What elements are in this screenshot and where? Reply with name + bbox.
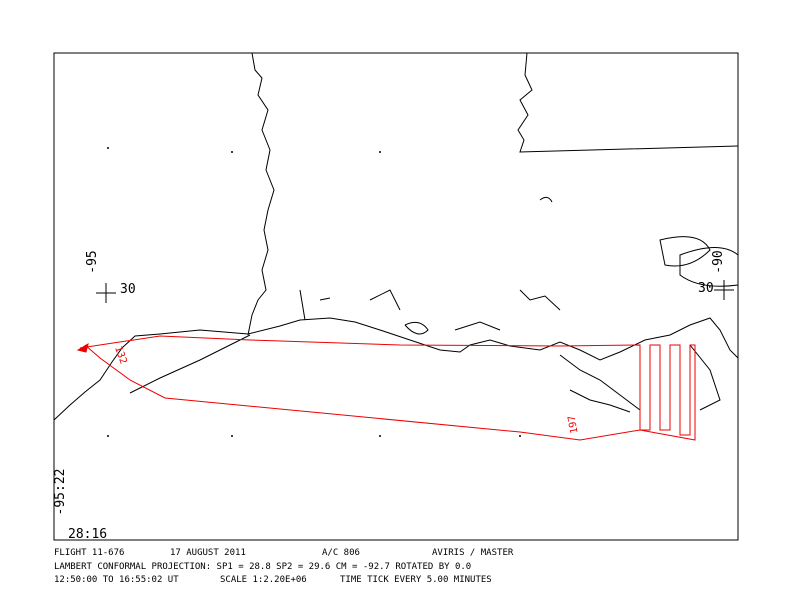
- barrier-island: [129, 334, 251, 394]
- graticule-crosses: [96, 280, 734, 303]
- state-border: [517, 52, 739, 153]
- gulf-coast: [53, 317, 739, 421]
- footer-text: TIME TICK EVERY 5.00 MINUTES: [340, 575, 492, 585]
- flight-track: [76, 335, 696, 441]
- footer-text: FLIGHT 11-676: [54, 548, 124, 558]
- footer-text: 17 AUGUST 2011: [170, 548, 246, 558]
- grid-label: -90: [711, 250, 726, 273]
- track-label: 132: [112, 345, 129, 366]
- start-marker: [76, 342, 89, 353]
- sabine-river: [247, 52, 275, 336]
- track-path: [79, 335, 696, 441]
- footer-text: 12:50:00 TO 16:55:02 UT: [54, 575, 179, 585]
- grid-label: 28:16: [68, 527, 107, 542]
- grid-label: 30: [120, 282, 136, 297]
- footer-text: LAMBERT CONFORMAL PROJECTION: SP1 = 28.8…: [54, 562, 471, 572]
- map-frame: [53, 52, 739, 541]
- graticule-dots: [107, 147, 521, 437]
- grid-label: -95:22: [53, 469, 68, 516]
- footer-text: AVIRIS / MASTER: [432, 548, 514, 558]
- footer-text: A/C 806: [322, 548, 360, 558]
- grid-label: 30: [698, 281, 714, 296]
- track-label: 197: [567, 415, 581, 435]
- grid-label: -95: [85, 250, 100, 273]
- islands: [299, 196, 739, 413]
- footer-text: SCALE 1:2.20E+06: [220, 575, 307, 585]
- coastlines: [53, 52, 739, 421]
